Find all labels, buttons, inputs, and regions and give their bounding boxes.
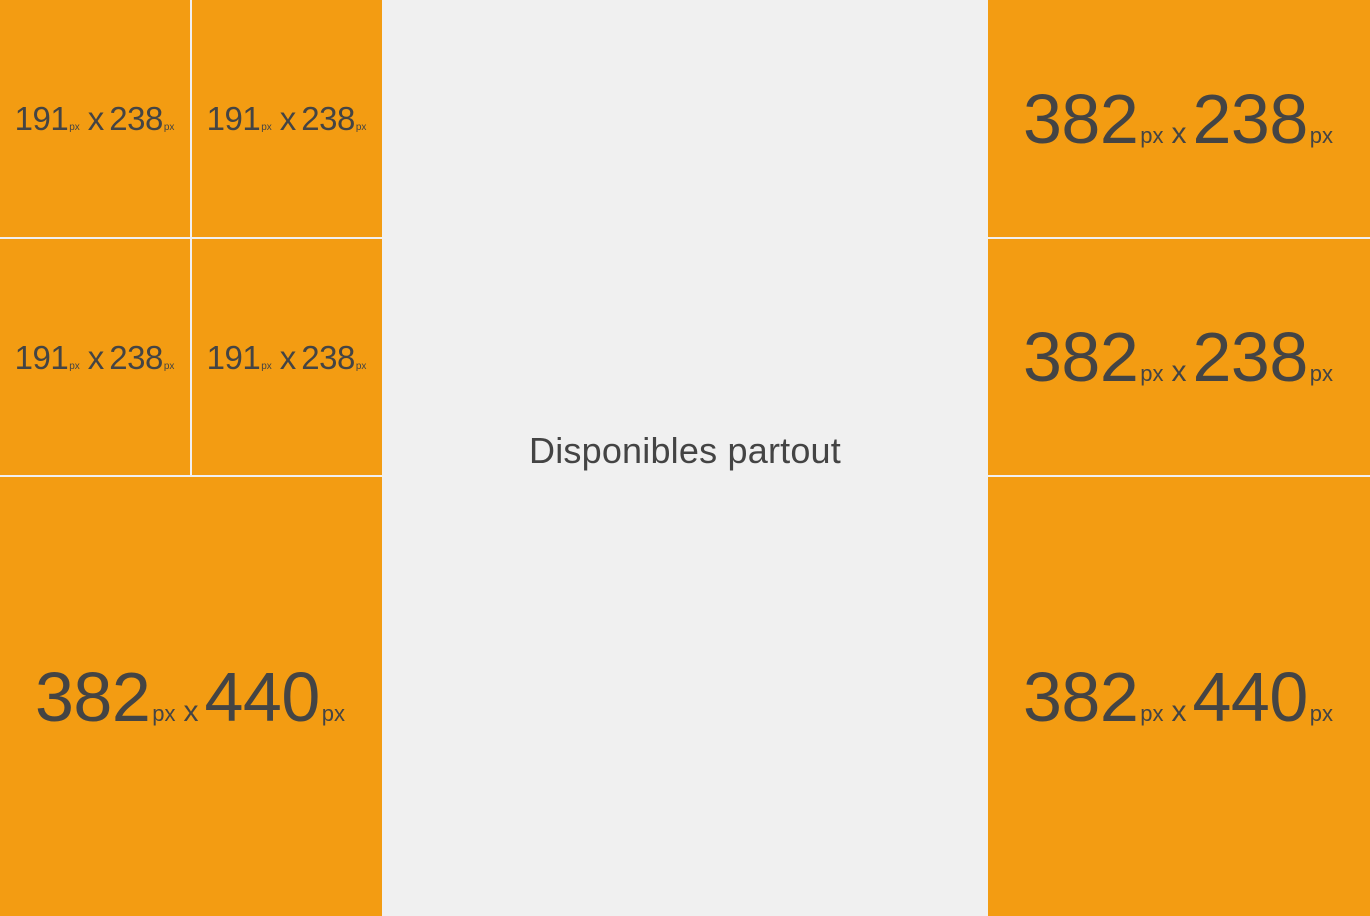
tile-dimensions: 191 px x 238 px <box>207 102 368 135</box>
tile-right-2: 382 px x 238 px <box>988 239 1370 475</box>
tile-width: 191 <box>14 100 69 137</box>
tile-width: 191 <box>14 338 69 376</box>
tile-small-1: 191 px x 238 px <box>0 0 190 237</box>
tile-dimensions: 382 px x 238 px <box>1023 84 1335 154</box>
tile-separator: x <box>87 100 105 137</box>
tile-height-unit: px <box>163 122 175 133</box>
tile-small-2: 191 px x 238 px <box>192 0 382 237</box>
tile-width: 382 <box>1022 657 1139 736</box>
tile-separator: x <box>87 338 105 376</box>
tile-separator: x <box>279 338 297 376</box>
tile-dimensions: 191 px x 238 px <box>15 341 176 374</box>
tile-height-unit: px <box>1309 700 1334 726</box>
tile-small-4: 191 px x 238 px <box>192 239 382 475</box>
tile-width: 382 <box>34 657 151 736</box>
tile-height-unit: px <box>355 360 367 372</box>
tile-width: 382 <box>1022 79 1139 158</box>
tile-right-3: 382 px x 440 px <box>988 477 1370 916</box>
tile-height-unit: px <box>355 122 367 133</box>
tile-height: 238 <box>109 100 163 137</box>
tile-height: 238 <box>301 100 355 137</box>
tile-height: 440 <box>204 657 321 736</box>
tile-dimensions: 191 px x 238 px <box>207 341 368 374</box>
tile-width-unit: px <box>1140 700 1164 726</box>
tile-width: 191 <box>206 338 261 376</box>
tile-small-3: 191 px x 238 px <box>0 239 190 475</box>
tile-height-unit: px <box>321 700 346 726</box>
tile-width-unit: px <box>69 122 80 133</box>
tile-separator: x <box>1171 355 1187 388</box>
tile-height: 238 <box>1192 318 1309 396</box>
tile-width-unit: px <box>261 122 272 133</box>
tile-separator: x <box>1171 694 1187 728</box>
tile-large-left: 382 px x 440 px <box>0 477 382 916</box>
tile-height: 238 <box>109 338 163 376</box>
tile-separator: x <box>1171 116 1187 150</box>
tile-height: 238 <box>1192 79 1309 158</box>
tile-width: 382 <box>1022 318 1139 396</box>
tile-width-unit: px <box>152 700 176 726</box>
tile-separator: x <box>183 694 199 728</box>
tile-separator: x <box>279 100 297 137</box>
tile-width-unit: px <box>69 360 80 372</box>
tile-width-unit: px <box>1140 361 1164 386</box>
tile-height-unit: px <box>1309 361 1334 386</box>
tile-width-unit: px <box>1140 122 1164 148</box>
tile-dimensions: 382 px x 238 px <box>1023 322 1335 392</box>
tile-right-1: 382 px x 238 px <box>988 0 1370 237</box>
tile-height-unit: px <box>163 360 175 372</box>
tile-dimensions: 382 px x 440 px <box>35 662 347 732</box>
tile-width: 191 <box>206 100 261 137</box>
tile-height-unit: px <box>1309 122 1334 148</box>
tile-dimensions: 382 px x 440 px <box>1023 662 1335 732</box>
tile-height: 440 <box>1192 657 1309 736</box>
tile-dimensions: 191 px x 238 px <box>15 102 176 135</box>
availability-label: Disponibles partout <box>529 430 841 471</box>
tile-width-unit: px <box>261 360 272 372</box>
tile-height: 238 <box>301 338 355 376</box>
